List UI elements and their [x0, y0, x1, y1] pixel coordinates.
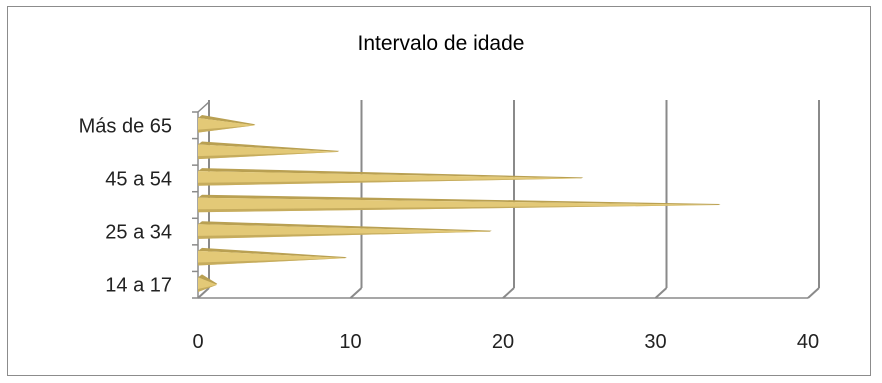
- bar-top: [198, 247, 347, 259]
- bar-edge: [198, 258, 347, 266]
- category-label: Más de 65: [79, 115, 172, 137]
- category-label: 14 a 17: [105, 275, 172, 297]
- bar-top: [198, 114, 256, 126]
- gridline-depth: [654, 287, 668, 299]
- bar-top: [198, 194, 721, 205]
- gridline-depth: [197, 287, 210, 299]
- category-label: 25 a 34: [105, 222, 172, 244]
- x-tick-label: 40: [797, 331, 819, 353]
- bar-edge: [198, 205, 721, 213]
- bar-top: [198, 141, 340, 152]
- x-tick-label: 30: [644, 331, 666, 353]
- y-axis-depth: [197, 101, 210, 113]
- bar-edge: [198, 151, 340, 160]
- bar-edge: [198, 125, 256, 133]
- x-tick-label: 0: [192, 331, 203, 353]
- category-label: 45 a 54: [105, 168, 172, 190]
- x-tick-label: 10: [339, 331, 361, 353]
- bar-edge: [198, 231, 492, 239]
- x-tick-label: 20: [492, 331, 514, 353]
- bar-top: [198, 221, 492, 232]
- bar-top: [198, 168, 584, 179]
- bar-top: [198, 274, 218, 285]
- bar-edge: [198, 178, 584, 186]
- bar-edge: [198, 284, 218, 293]
- gridline-depth: [502, 287, 515, 299]
- chart-frame: [7, 6, 871, 376]
- chart-title: Intervalo de idade: [357, 32, 525, 55]
- gridline-depth: [807, 287, 820, 299]
- gridline-depth: [349, 287, 363, 299]
